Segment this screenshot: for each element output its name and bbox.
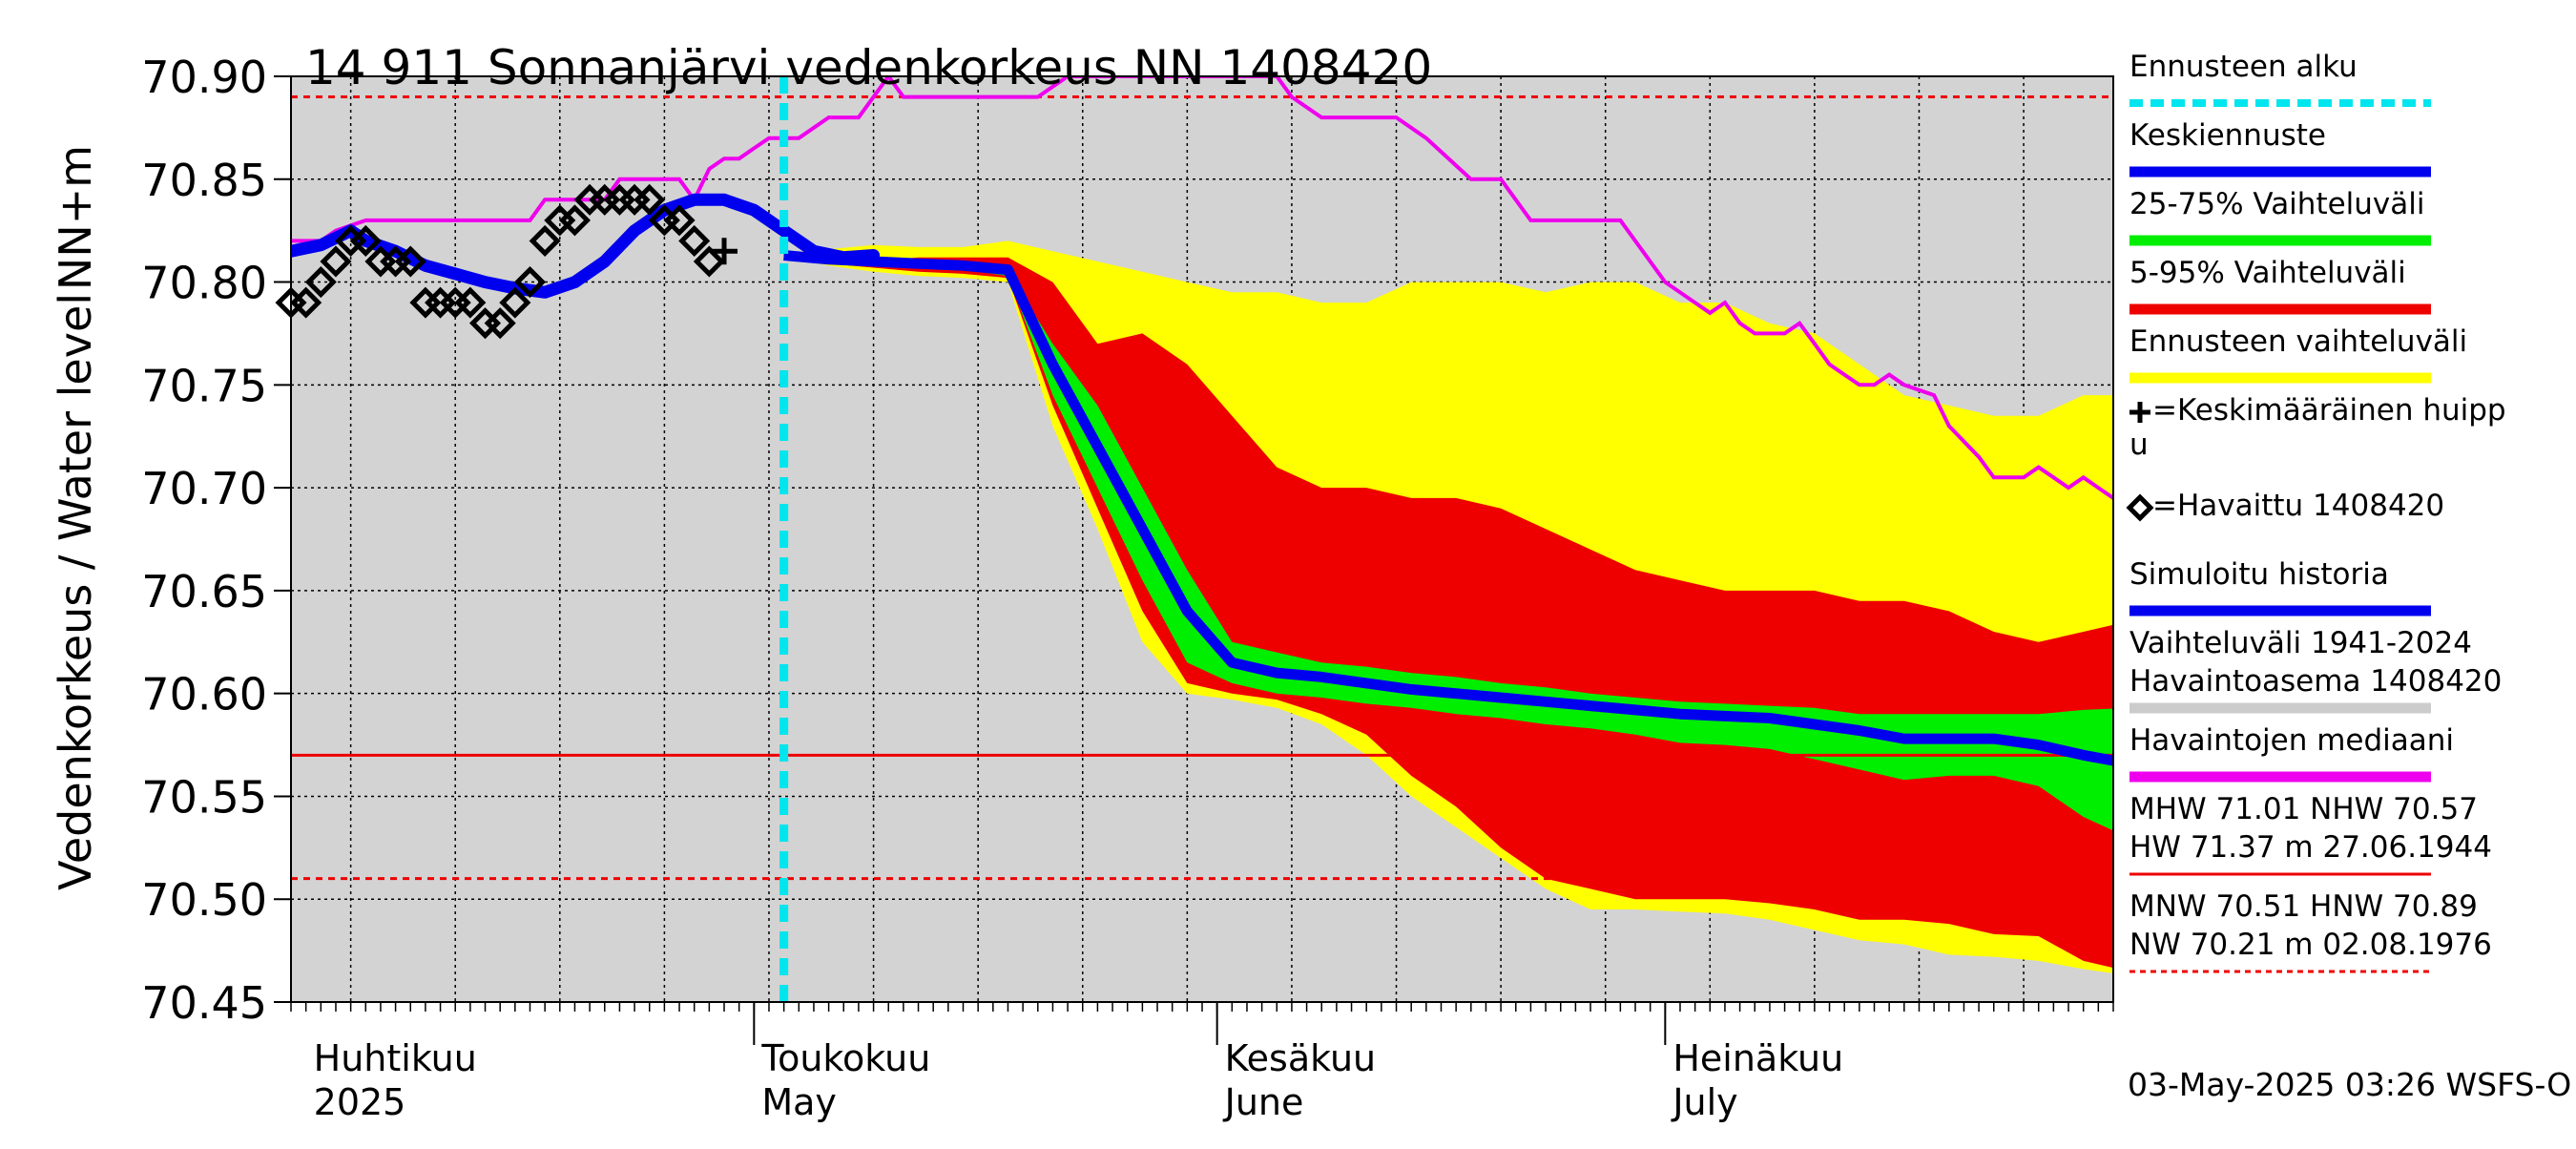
mean-peak-marker [711,238,738,265]
observed-point [663,204,696,237]
legend-label: Ennusteen vaihteluväli [2129,324,2467,359]
history-band-bottom [978,1002,1471,1031]
legend-label: u [2129,428,2149,462]
x-month-label: Heinäkuu [1672,1037,1843,1079]
y-tick-label: 70.75 [141,360,267,411]
legend-item: 5-95% Vaihteluväli [2129,256,2431,315]
legend-label: HW 71.37 m 27.06.1944 [2129,830,2492,865]
legend-item: Simuloitu historia [2129,557,2431,616]
legend-item: Ennusteen vaihteluväli [2129,324,2467,384]
legend-label: Ennusteen alku [2129,50,2358,84]
x-month-sublabel: July [1671,1081,1737,1123]
observed-point [484,307,516,340]
y-tick-label: 70.45 [141,977,267,1029]
axes: 70.90 70.85 70.80 70.75 70.70 70.65 70.60 70.55… [141,52,2114,1123]
y-tick-label: 70.90 [141,52,267,103]
x-month-label: Kesäkuu [1225,1037,1377,1079]
legend-label: MHW 71.01 NHW 70.57 [2129,792,2478,826]
observed-point [290,286,322,319]
observed-point [394,245,426,278]
y-tick-label: 70.55 [141,771,267,823]
legend-label: =Keskimääräinen huipp [2152,393,2506,428]
forecast-bands [783,240,2113,973]
y-axis-unit: NN+m [50,145,101,290]
legend-item: MHW 71.01 NHW 70.57 HW 71.37 m 27.06.1944 [2129,792,2492,876]
band-25-75 [783,255,2113,831]
x-month-label: Huhtikuu [314,1037,477,1079]
y-tick-label: 70.65 [141,566,267,617]
legend-item: Havaintojen mediaani [2129,723,2454,783]
x-month-sublabel: 2025 [314,1081,406,1123]
legend-label: Havaintojen mediaani [2129,723,2454,758]
legend-label: Vaihteluväli 1941-2024 [2129,626,2472,660]
legend-item: =Havaittu 1408420 [2126,489,2444,523]
observed-point [304,266,337,299]
legend-item: 25-75% Vaihteluväli [2129,187,2431,246]
y-tick-label: 70.70 [141,463,267,514]
legend-item: Ennusteen alku [2129,50,2431,107]
observed-median-line [291,76,2113,500]
y-tick-label: 70.50 [141,874,267,926]
legend-label: 25-75% Vaihteluväli [2129,187,2425,221]
observed-point [499,286,531,319]
observed-point [529,224,561,257]
observed-markers [275,183,738,340]
observed-point [634,183,666,216]
history-band-lower-edge [978,1002,1471,1031]
legend-label: Simuloitu historia [2129,557,2389,592]
y-tick-label: 70.80 [141,258,267,309]
legend-label: 5-95% Vaihteluväli [2129,256,2406,290]
observed-point [678,224,711,257]
legend-label: NW 70.21 m 02.08.1976 [2129,928,2492,962]
footer-timestamp: 03-May-2025 03:26 WSFS-O [2128,1066,2571,1103]
legend-label: =Havaittu 1408420 [2152,489,2444,523]
observed-point [454,286,487,319]
legend-label: MNW 70.51 HNW 70.89 [2129,889,2478,924]
x-month-label: Toukokuu [760,1037,930,1079]
median-forecast-line [783,250,2113,766]
y-axis-label: Vedenkorkeus / Water level [50,293,101,890]
observed-point [320,245,352,278]
legend-item: Vaihteluväli 1941-2024 Havaintoasema 140… [2129,626,2502,714]
observed-point [693,245,725,278]
legend: Ennusteen alku Keskiennuste 25-75% Vaihtel… [2126,50,2506,973]
band-5-95 [783,251,2113,969]
chart-title: 14 911 Sonnanjärvi vedenkorkeus NN 14084… [305,40,1432,95]
observed-point [513,266,547,299]
y-tick-label: 70.60 [141,669,267,721]
observed-point [349,224,382,257]
legend-label: Keskiennuste [2129,118,2326,153]
legend-item: MNW 70.51 HNW 70.89 NW 70.21 m 02.08.1976 [2129,889,2492,973]
x-month-sublabel: June [1223,1081,1304,1123]
legend-item: Keskiennuste [2129,118,2431,178]
x-month-sublabel: May [761,1081,837,1123]
legend-label: Havaintoasema 1408420 [2129,664,2502,699]
observed-point [558,204,591,237]
legend-diamond-symbol [2126,493,2154,522]
y-tick-label: 70.85 [141,155,267,206]
